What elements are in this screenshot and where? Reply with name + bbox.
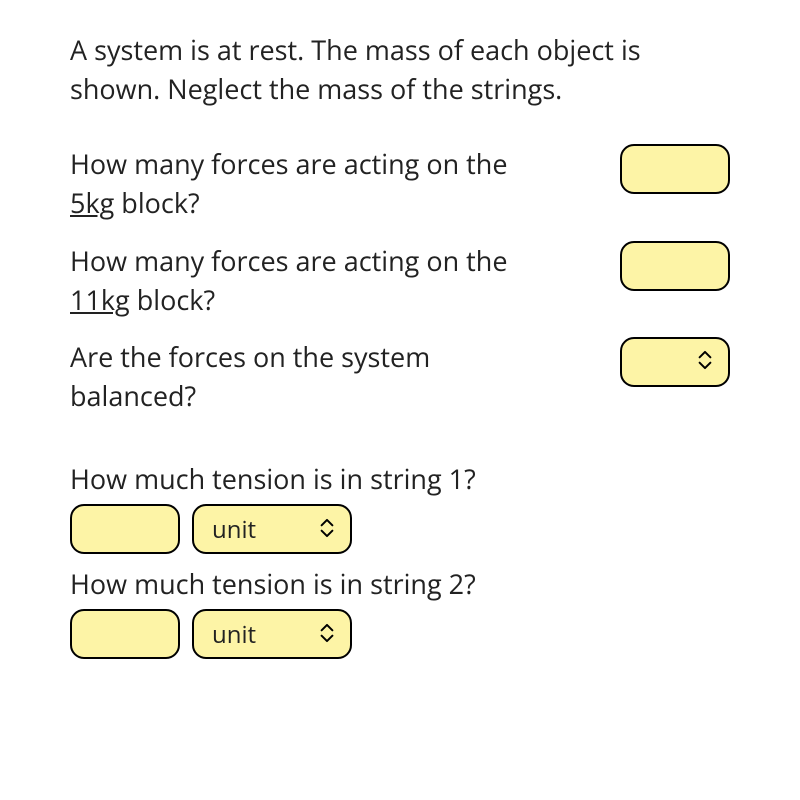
q5-unit-select[interactable]: unit [192,609,352,659]
question-row-3: Are the forces on the system balanced? [70,337,730,415]
worksheet-page: A system is at rest. The mass of each ob… [0,0,800,800]
q3-balanced-select[interactable] [620,337,730,387]
question-row-1: How many forces are acting on the 5kg bl… [70,144,730,222]
question-4-text: How much tension is in string 1? [70,459,730,498]
intro-text: A system is at rest. The mass of each ob… [70,30,730,108]
q1-pre: How many forces are acting on the [70,145,508,182]
question-1-text: How many forces are acting on the 5kg bl… [70,144,540,222]
chevron-updown-icon [318,517,336,542]
q4-fields: unit [70,504,730,554]
q5-fields: unit [70,609,730,659]
q5-value-input[interactable] [70,609,180,659]
question-3-text: Are the forces on the system balanced? [70,337,540,415]
q1-answer-input[interactable] [620,144,730,194]
question-5-text: How much tension is in string 2? [70,564,730,603]
question-block-5: How much tension is in string 2? unit [70,564,730,659]
question-block-4: How much tension is in string 1? unit [70,459,730,554]
question-row-2: How many forces are acting on the 11kg b… [70,241,730,319]
q2-pre: How many forces are acting on the [70,242,508,279]
q4-value-input[interactable] [70,504,180,554]
question-2-text: How many forces are acting on the 11kg b… [70,241,540,319]
q2-post: block? [130,281,215,318]
q1-post: block? [114,184,199,221]
chevron-updown-icon [696,349,714,374]
q2-answer-input[interactable] [620,241,730,291]
q1-underline: 5kg [70,184,114,221]
q4-unit-select[interactable]: unit [192,504,352,554]
chevron-updown-icon [318,622,336,647]
q4-unit-label: unit [212,513,256,546]
q2-underline: 11kg [70,281,130,318]
q5-unit-label: unit [212,618,256,651]
